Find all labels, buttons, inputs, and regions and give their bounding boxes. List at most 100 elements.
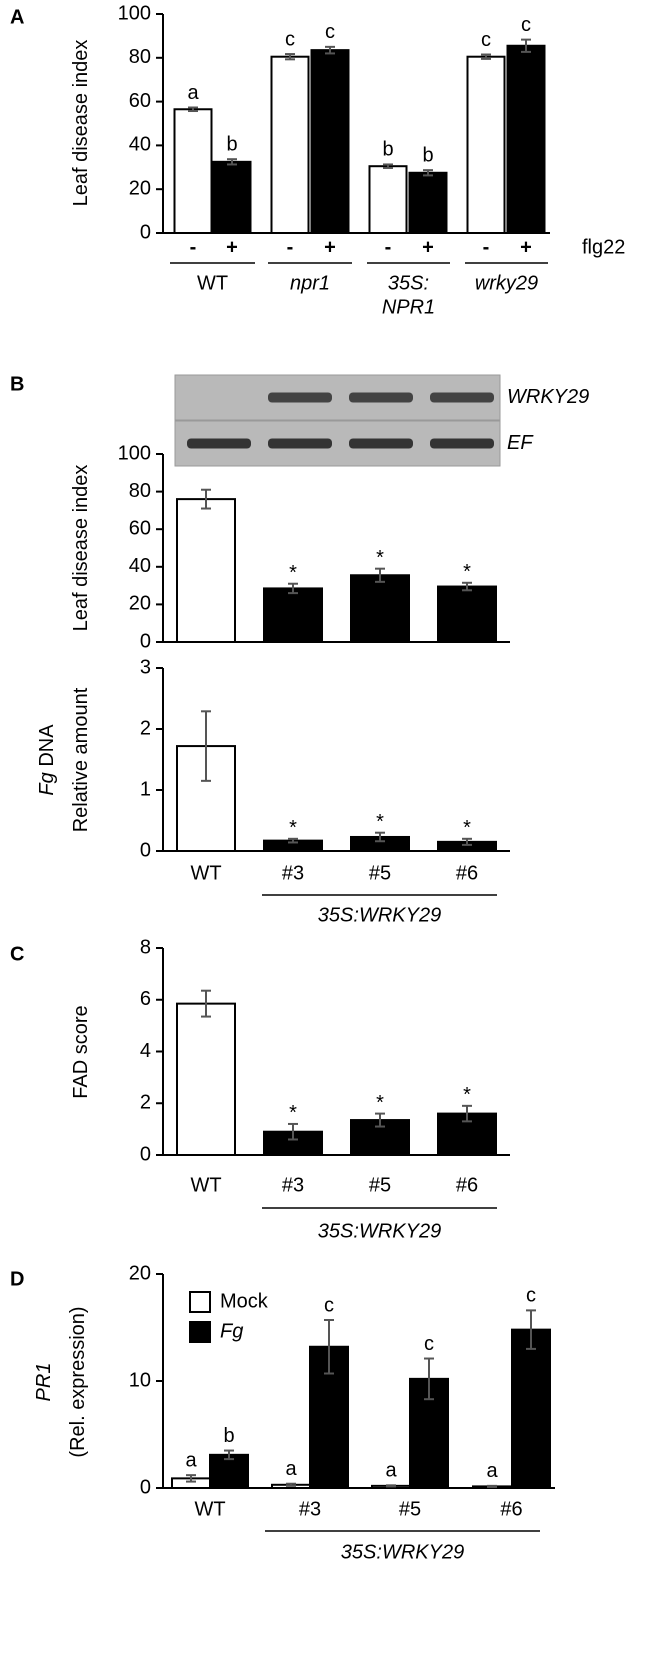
- bar: [310, 49, 350, 235]
- y-tick-label: 0: [140, 1476, 151, 1498]
- y-axis-label-part: Leaf disease index: [70, 465, 92, 632]
- error-bar: [285, 53, 295, 61]
- series-label: -: [190, 236, 197, 258]
- x-tick-label: #5: [399, 1498, 421, 1520]
- error-bar: [423, 169, 433, 177]
- legend-label: Fg: [220, 1320, 243, 1342]
- error-bar: [227, 158, 237, 166]
- y-tick-label: 6: [140, 988, 151, 1010]
- significance-label: a: [285, 1458, 297, 1480]
- y-tick-label: 40: [129, 555, 151, 577]
- error-bar: [375, 831, 385, 843]
- panel-letter: A: [10, 6, 24, 28]
- blot-label: EF: [507, 432, 534, 454]
- y-tick-label: 2: [140, 1092, 151, 1114]
- significance-label: b: [422, 144, 433, 166]
- x-tick-label: #3: [299, 1498, 321, 1520]
- y-axis-label-part: Leaf disease index: [70, 40, 92, 207]
- group-label: 35S:WRKY29: [318, 1220, 441, 1242]
- blot-band: [268, 392, 332, 403]
- bar: [270, 55, 310, 234]
- error-bar: [325, 45, 335, 55]
- x-tick-label: WT: [194, 1498, 225, 1520]
- blot-label: WRKY29: [507, 386, 589, 408]
- y-tick-label: 1: [140, 778, 151, 800]
- significance-label: c: [285, 28, 295, 50]
- y-tick-label: 100: [118, 442, 151, 464]
- blot-band: [430, 438, 494, 449]
- blot-band: [187, 438, 251, 449]
- bar: [263, 587, 323, 643]
- bar: [437, 585, 497, 643]
- group-label: 35S:WRKY29: [341, 1541, 464, 1563]
- error-bar: [286, 1482, 296, 1487]
- y-axis-label: (Rel. expression): [67, 1306, 89, 1457]
- y-tick-label: 20: [129, 593, 151, 615]
- error-bar: [462, 837, 472, 846]
- error-bar: [324, 1319, 334, 1375]
- group-label: WT: [197, 272, 228, 294]
- error-bar: [201, 488, 211, 510]
- error-bar: [526, 1309, 536, 1350]
- y-tick-label: 0: [140, 221, 151, 243]
- significance-label: *: [463, 817, 471, 839]
- significance-label: b: [226, 133, 237, 155]
- y-tick-label: 8: [140, 936, 151, 958]
- y-axis-label: FAD score: [70, 1005, 92, 1098]
- significance-label: c: [424, 1333, 434, 1355]
- y-tick-label: 60: [129, 90, 151, 112]
- y-tick-label: 80: [129, 480, 151, 502]
- x-tick-label: #5: [369, 1174, 391, 1196]
- bar: [176, 498, 236, 643]
- significance-label: a: [187, 82, 199, 104]
- significance-label: c: [481, 29, 491, 51]
- bar: [368, 165, 408, 234]
- group-label: 35S:WRKY29: [318, 904, 441, 926]
- y-tick-label: 80: [129, 46, 151, 68]
- error-bar: [462, 1104, 472, 1123]
- x-tick-label: #5: [369, 862, 391, 884]
- bar: [466, 55, 506, 234]
- error-bar: [383, 163, 393, 169]
- significance-label: c: [526, 1285, 536, 1307]
- error-bar: [375, 1112, 385, 1128]
- error-bar: [462, 581, 472, 592]
- bar: [506, 44, 546, 234]
- significance-label: c: [324, 1294, 334, 1316]
- error-bar: [487, 1484, 497, 1488]
- significance-label: *: [289, 817, 297, 839]
- significance-label: a: [185, 1449, 197, 1471]
- significance-label: b: [223, 1425, 234, 1447]
- significance-label: *: [463, 1084, 471, 1106]
- bar: [173, 108, 213, 234]
- series-label: +: [520, 236, 532, 258]
- y-axis-label: PR1: [33, 1363, 55, 1402]
- y-tick-label: 3: [140, 656, 151, 678]
- significance-label: *: [289, 1102, 297, 1124]
- error-bar: [186, 1474, 196, 1483]
- error-bar: [188, 106, 198, 113]
- bar: [212, 160, 252, 234]
- significance-label: *: [289, 562, 297, 584]
- series-label: -: [385, 236, 392, 258]
- y-tick-label: 4: [140, 1040, 151, 1062]
- y-tick-label: 60: [129, 517, 151, 539]
- bar: [408, 171, 448, 234]
- error-bar: [424, 1357, 434, 1401]
- legend-swatch: [189, 1321, 211, 1343]
- significance-label: c: [325, 21, 335, 43]
- legend-swatch: [189, 1291, 211, 1313]
- significance-label: b: [382, 139, 393, 161]
- bar: [209, 1453, 249, 1489]
- x-tick-label: WT: [190, 1174, 221, 1196]
- blot-band: [430, 392, 494, 403]
- error-bar: [521, 38, 531, 53]
- x-tick-label: #6: [500, 1498, 522, 1520]
- blot-band: [268, 438, 332, 449]
- bar: [511, 1328, 551, 1490]
- significance-label: *: [376, 547, 384, 569]
- error-bar: [224, 1449, 234, 1461]
- y-tick-label: 0: [140, 630, 151, 652]
- y-tick-label: 10: [129, 1369, 151, 1391]
